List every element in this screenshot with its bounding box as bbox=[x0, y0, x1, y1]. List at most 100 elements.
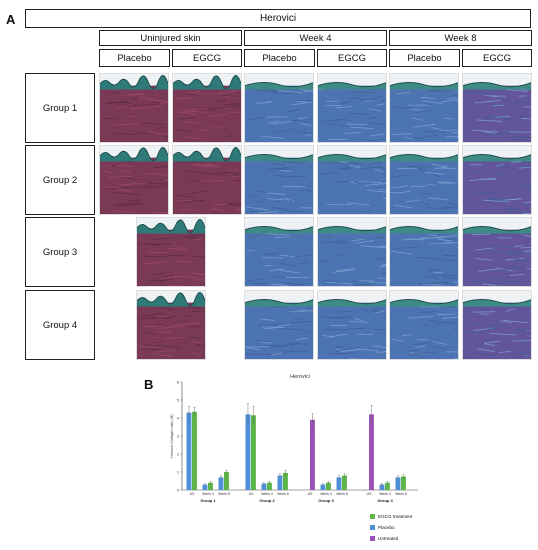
wound-histology-image bbox=[244, 73, 314, 143]
row-label: Group 4 bbox=[42, 319, 78, 331]
row-label: Group 2 bbox=[42, 174, 78, 186]
bar bbox=[283, 472, 288, 490]
col-group-week4: Week 4 bbox=[244, 30, 387, 46]
group-label: Group 3 bbox=[318, 498, 334, 503]
legend-label: Untreated bbox=[378, 536, 399, 541]
uninjured-skin-image bbox=[172, 145, 242, 215]
chart-title: Herovici bbox=[290, 374, 310, 380]
uninjured-skin-image bbox=[99, 145, 169, 215]
bar bbox=[320, 484, 326, 490]
group-label: Group 2 bbox=[259, 498, 275, 503]
collagen-ratio-bar-chart: Herovici 0 1 2 3 4 5 6 Herovici Collagen ratio (… bbox=[170, 374, 418, 503]
col-label-egcg: EGCG bbox=[172, 49, 242, 67]
x-tick-label: Week 8 bbox=[277, 492, 289, 496]
panel-a-label: A bbox=[6, 12, 16, 27]
y-axis-label: Herovici Collagen ratio (-B) bbox=[170, 414, 174, 457]
bar bbox=[202, 484, 208, 490]
wound-histology-image bbox=[389, 145, 459, 215]
panel-b-label: B bbox=[144, 377, 154, 392]
bar bbox=[261, 483, 267, 490]
wound-histology-image bbox=[389, 290, 459, 360]
legend-item: Placebo bbox=[370, 525, 395, 530]
uninjured-skin-image bbox=[136, 290, 206, 360]
wound-histology-image bbox=[317, 145, 387, 215]
bar bbox=[369, 414, 374, 490]
wound-histology-image bbox=[317, 217, 387, 287]
bar bbox=[251, 415, 256, 490]
x-tick-label: US bbox=[249, 492, 254, 496]
x-tick-label: US bbox=[190, 492, 195, 496]
legend-label: Placebo bbox=[378, 525, 395, 530]
bar bbox=[245, 414, 251, 490]
wound-histology-image bbox=[244, 145, 314, 215]
col-group-label: Week 4 bbox=[299, 32, 332, 44]
bar bbox=[186, 412, 192, 490]
uninjured-skin-image bbox=[172, 73, 242, 143]
x-tick-label: Week 4 bbox=[379, 492, 391, 496]
row-label-group-1: Group 1 bbox=[25, 73, 95, 143]
col-label: Placebo bbox=[117, 52, 152, 64]
legend-item: Untreated bbox=[370, 536, 398, 541]
bar bbox=[395, 477, 401, 490]
x-tick-label: US bbox=[308, 492, 313, 496]
col-label: Placebo bbox=[407, 52, 442, 64]
legend-item: EGCG treatment bbox=[370, 514, 412, 519]
x-tick-label: Week 8 bbox=[395, 492, 407, 496]
bar bbox=[342, 475, 347, 490]
y-tick-label: 3 bbox=[177, 434, 179, 438]
wound-histology-image bbox=[317, 73, 387, 143]
wound-histology-image bbox=[244, 217, 314, 287]
x-tick-label: Week 4 bbox=[202, 492, 214, 496]
bar bbox=[267, 482, 272, 490]
bar bbox=[224, 472, 229, 490]
stain-title: Herovici bbox=[259, 13, 297, 24]
col-label: EGCG bbox=[193, 52, 221, 64]
bar bbox=[385, 482, 390, 490]
wound-histology-image bbox=[462, 217, 532, 287]
bar bbox=[310, 419, 315, 490]
col-label-placebo: Placebo bbox=[99, 49, 170, 67]
y-tick-label: 6 bbox=[177, 380, 179, 384]
bar bbox=[218, 477, 224, 490]
legend-swatch bbox=[370, 525, 375, 530]
row-label: Group 3 bbox=[42, 246, 78, 258]
col-label-placebo: Placebo bbox=[244, 49, 315, 67]
bar bbox=[336, 477, 342, 490]
wound-histology-image bbox=[389, 217, 459, 287]
legend-swatch bbox=[370, 514, 375, 519]
col-label-placebo: Placebo bbox=[389, 49, 460, 67]
group-label: Group 4 bbox=[377, 498, 393, 503]
wound-histology-image bbox=[244, 290, 314, 360]
col-label: EGCG bbox=[483, 52, 511, 64]
stain-title-box: Herovici bbox=[25, 9, 531, 28]
col-label: EGCG bbox=[338, 52, 366, 64]
bar bbox=[379, 484, 385, 490]
bar bbox=[401, 476, 406, 490]
y-tick-label: 4 bbox=[177, 416, 179, 420]
y-tick-label: 2 bbox=[177, 452, 179, 456]
x-tick-label: Week 8 bbox=[336, 492, 348, 496]
col-label-egcg: EGCG bbox=[317, 49, 387, 67]
row-label-group-2: Group 2 bbox=[25, 145, 95, 215]
wound-histology-image bbox=[462, 145, 532, 215]
row-label-group-4: Group 4 bbox=[25, 290, 95, 360]
col-group-label: Week 8 bbox=[444, 32, 477, 44]
wound-histology-image bbox=[389, 73, 459, 143]
bar bbox=[192, 411, 197, 490]
wound-histology-image bbox=[462, 290, 532, 360]
col-group-label: Uninjured skin bbox=[140, 32, 201, 44]
bar bbox=[277, 475, 283, 490]
wound-histology-image bbox=[462, 73, 532, 143]
group-label: Group 1 bbox=[200, 498, 216, 503]
x-tick-label: Week 4 bbox=[261, 492, 273, 496]
legend-swatch bbox=[370, 536, 375, 541]
x-tick-label: Week 8 bbox=[218, 492, 230, 496]
y-tick-label: 0 bbox=[177, 488, 179, 492]
col-group-week8: Week 8 bbox=[389, 30, 532, 46]
col-group-uninjured: Uninjured skin bbox=[99, 30, 242, 46]
x-tick-label: US bbox=[367, 492, 372, 496]
uninjured-skin-image bbox=[99, 73, 169, 143]
col-label: Placebo bbox=[262, 52, 297, 64]
row-label: Group 1 bbox=[42, 102, 78, 114]
wound-histology-image bbox=[317, 290, 387, 360]
